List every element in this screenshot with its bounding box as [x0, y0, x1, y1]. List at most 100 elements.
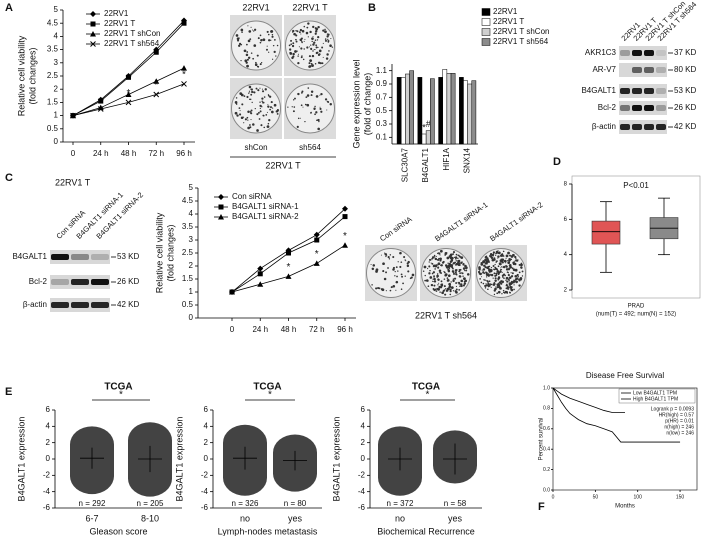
colony [395, 280, 399, 284]
colony [436, 273, 439, 275]
colony [275, 55, 277, 57]
colony [509, 265, 512, 269]
colony [244, 118, 247, 121]
colony [310, 111, 312, 114]
colony [238, 44, 241, 47]
colony [442, 260, 445, 263]
x-tick-label: no [395, 513, 405, 523]
colony [440, 264, 443, 267]
colony [521, 270, 524, 273]
colony [324, 30, 327, 34]
y-tick-label: -2 [43, 470, 51, 479]
colony [297, 117, 300, 120]
colony [404, 275, 406, 277]
y-tick-label: 0.1 [376, 132, 388, 141]
colony [447, 264, 450, 267]
blot-band [51, 302, 69, 308]
blot-band [632, 105, 642, 111]
colony [316, 39, 319, 41]
bar [421, 133, 427, 145]
colony [252, 57, 255, 60]
colony [458, 269, 461, 272]
colony [259, 104, 262, 108]
data-point [70, 112, 76, 119]
colony [502, 273, 505, 276]
colony [481, 269, 483, 271]
x-tick-label: yes [288, 513, 303, 523]
colony [249, 91, 251, 93]
colony [255, 87, 258, 90]
stat-label: p(HR) = 0.01 [665, 418, 694, 424]
colony [452, 279, 455, 283]
colony [452, 278, 455, 280]
colony [240, 60, 242, 62]
y-tick-label: 0.5 [182, 300, 194, 309]
colony [240, 28, 244, 32]
colony [454, 257, 457, 260]
colony [451, 256, 454, 260]
colony [273, 39, 276, 41]
colony [510, 281, 514, 285]
colony [268, 118, 271, 122]
colony [502, 265, 506, 269]
colony [455, 269, 458, 271]
colony [318, 49, 322, 53]
colony [235, 97, 238, 99]
colony [407, 270, 410, 273]
colony [394, 275, 396, 277]
blot-band [632, 50, 642, 56]
colony [485, 271, 487, 273]
colony [392, 284, 396, 288]
colony [271, 107, 274, 109]
colony [267, 33, 270, 36]
colony [514, 255, 517, 259]
colony [261, 100, 263, 102]
legend-label: 22RV1 T sh564 [104, 39, 160, 48]
panel-letter: F [538, 501, 545, 513]
colony [509, 264, 512, 267]
colony [303, 48, 305, 50]
colony [390, 286, 393, 289]
colony [267, 105, 270, 108]
colony [238, 107, 241, 109]
y-tick-label: 5 [54, 5, 59, 14]
colony [434, 257, 437, 260]
colony [510, 255, 514, 258]
colony [487, 285, 490, 288]
blot-band [620, 124, 630, 130]
colony [501, 271, 503, 273]
colony [314, 32, 317, 35]
colony [407, 260, 410, 264]
colony [246, 95, 249, 99]
colony [454, 290, 457, 293]
blot-band [632, 88, 642, 94]
colony [251, 29, 253, 31]
colony [326, 35, 329, 38]
size-label: 53 KD [674, 86, 696, 95]
colony [505, 257, 507, 259]
data-point [153, 91, 160, 98]
colony [507, 261, 511, 265]
colony [240, 116, 244, 120]
colony [495, 251, 498, 254]
legend-swatch [481, 8, 491, 16]
colony [241, 103, 244, 106]
colony [255, 61, 257, 64]
panel-letter: E [5, 386, 12, 398]
colony [498, 284, 501, 286]
y-tick-label: 4 [46, 421, 51, 430]
colony [387, 256, 390, 259]
photo-caption: 22RV1 T [265, 160, 301, 170]
x-tick-label: 96 h [176, 149, 192, 158]
colony [501, 268, 503, 271]
colony [319, 107, 322, 111]
colony [293, 32, 296, 36]
colony [322, 29, 325, 32]
y-tick-label: 0.3 [376, 119, 388, 128]
y-tick-label: 0 [54, 137, 59, 146]
colony [262, 114, 265, 117]
colony [239, 92, 243, 95]
colony [449, 288, 452, 291]
colony [439, 249, 443, 253]
colony [269, 95, 272, 98]
